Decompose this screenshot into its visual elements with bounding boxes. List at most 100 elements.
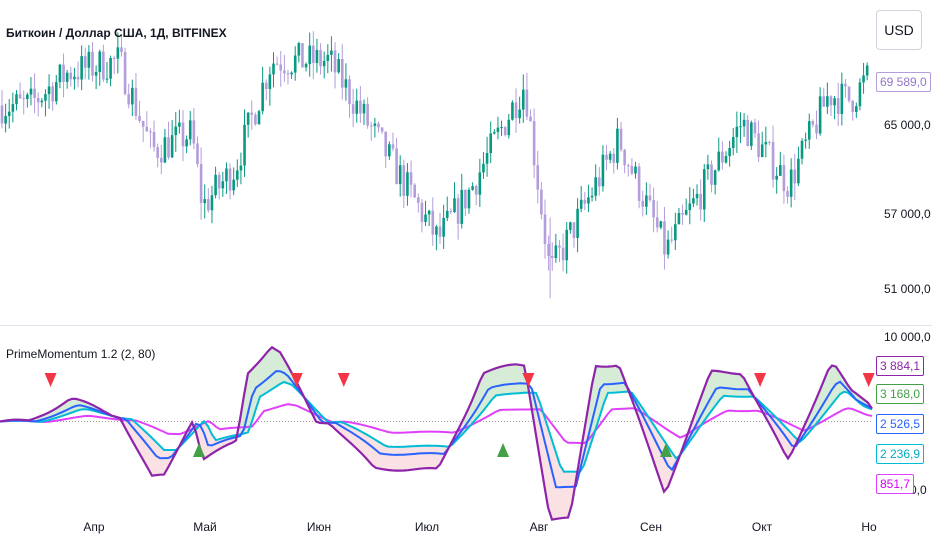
momentum-fill-segment bbox=[400, 446, 404, 471]
candle-body bbox=[532, 121, 536, 166]
last-price-badge: 69 589,0 bbox=[876, 72, 931, 92]
momentum-fill bbox=[0, 347, 872, 520]
candle-body bbox=[442, 217, 445, 237]
candle-body bbox=[558, 245, 561, 248]
candle-body bbox=[199, 164, 203, 204]
candle-body bbox=[811, 121, 815, 125]
value-badge-teal: 2 236,9 bbox=[876, 444, 925, 464]
candle-body bbox=[728, 148, 731, 157]
candle-body bbox=[264, 82, 268, 89]
candle-body bbox=[388, 144, 391, 157]
candle-body bbox=[438, 226, 442, 237]
candle-body bbox=[525, 89, 529, 117]
candle-body bbox=[818, 96, 822, 134]
candle-body bbox=[69, 72, 73, 80]
momentum-fill-segment bbox=[136, 422, 140, 455]
candle-body bbox=[424, 214, 427, 222]
momentum-fill-segment bbox=[364, 433, 368, 461]
candle-body bbox=[648, 195, 652, 201]
candle-body bbox=[836, 98, 840, 114]
candle-body bbox=[196, 143, 199, 165]
candle-body bbox=[377, 123, 380, 128]
candle-body bbox=[579, 199, 583, 209]
momentum-fill-segment bbox=[260, 356, 264, 397]
candle-body bbox=[543, 214, 547, 244]
candle-body bbox=[315, 50, 319, 64]
momentum-fill-segment bbox=[280, 352, 284, 384]
momentum-fill-segment bbox=[372, 437, 376, 469]
candle-body bbox=[847, 86, 851, 101]
candle-body bbox=[246, 112, 250, 125]
x-tick-label: Сен bbox=[640, 520, 662, 534]
candle-body bbox=[308, 45, 311, 64]
candle-body bbox=[612, 153, 616, 163]
candle-body bbox=[257, 111, 261, 125]
currency-button[interactable]: USD bbox=[876, 10, 922, 50]
momentum-fill-segment bbox=[360, 430, 364, 457]
candle-body bbox=[283, 70, 286, 74]
candle-body bbox=[275, 63, 279, 65]
momentum-fill-segment bbox=[744, 378, 748, 397]
candle-body bbox=[844, 83, 847, 87]
candle-body bbox=[826, 96, 829, 107]
candle-body bbox=[348, 79, 351, 105]
candle-body bbox=[214, 174, 217, 196]
candle-body bbox=[702, 169, 706, 210]
candle-body bbox=[464, 189, 467, 209]
sell-arrow bbox=[522, 373, 535, 387]
momentum-fill-segment bbox=[824, 370, 828, 415]
candle-body bbox=[138, 115, 141, 121]
candle-body bbox=[297, 43, 301, 56]
candle-body bbox=[398, 165, 402, 185]
candle-body bbox=[710, 164, 713, 185]
candle-body bbox=[152, 131, 156, 148]
momentum-fill-segment bbox=[612, 365, 616, 393]
candle-body bbox=[503, 127, 507, 136]
momentum-fill-segment bbox=[516, 364, 520, 394]
candle-body bbox=[601, 154, 605, 187]
candle-body bbox=[731, 137, 735, 149]
candle-body bbox=[29, 88, 33, 95]
candle-body bbox=[105, 78, 109, 80]
candle-body bbox=[514, 102, 518, 119]
momentum-fill-segment bbox=[656, 428, 660, 481]
candle-body bbox=[467, 189, 471, 209]
candle-body bbox=[688, 203, 692, 211]
candle-body bbox=[862, 75, 865, 83]
candle-body bbox=[293, 55, 297, 73]
candle-body bbox=[608, 153, 612, 160]
x-tick-label: Июл bbox=[414, 520, 440, 534]
candle-body bbox=[511, 102, 514, 120]
candle-body bbox=[221, 181, 225, 189]
candle-body bbox=[786, 191, 789, 197]
momentum-fill-segment bbox=[388, 446, 392, 471]
candle-body bbox=[460, 189, 464, 224]
symbol-title: Биткоин / Доллар США, 1Д, BITFINEX bbox=[6, 26, 227, 40]
candle-body bbox=[634, 166, 637, 174]
candle-body bbox=[594, 177, 597, 196]
candle-body bbox=[192, 120, 196, 144]
candle-body bbox=[330, 50, 333, 55]
candle-body bbox=[159, 157, 163, 163]
momentum-fill-segment bbox=[432, 445, 436, 469]
candle-body bbox=[493, 132, 496, 134]
momentum-fill-segment bbox=[420, 445, 424, 469]
momentum-fill-segment bbox=[416, 445, 420, 470]
candle-body bbox=[641, 200, 645, 207]
candle-body bbox=[391, 144, 395, 149]
candlestick-series bbox=[0, 31, 869, 299]
indicator-tick: 10 000,0 bbox=[884, 330, 931, 344]
price-tick: 65 000,0 bbox=[884, 118, 931, 132]
candle-body bbox=[764, 141, 768, 145]
candle-body bbox=[58, 64, 62, 83]
candle-body bbox=[536, 165, 540, 190]
candle-body bbox=[630, 165, 634, 174]
sell-arrow bbox=[754, 373, 767, 387]
momentum-fill-segment bbox=[68, 398, 72, 414]
candle-body bbox=[344, 79, 348, 88]
series-line-purple bbox=[0, 345, 873, 521]
candle-body bbox=[384, 131, 388, 157]
candle-body bbox=[456, 198, 460, 224]
candle-body bbox=[565, 229, 569, 261]
